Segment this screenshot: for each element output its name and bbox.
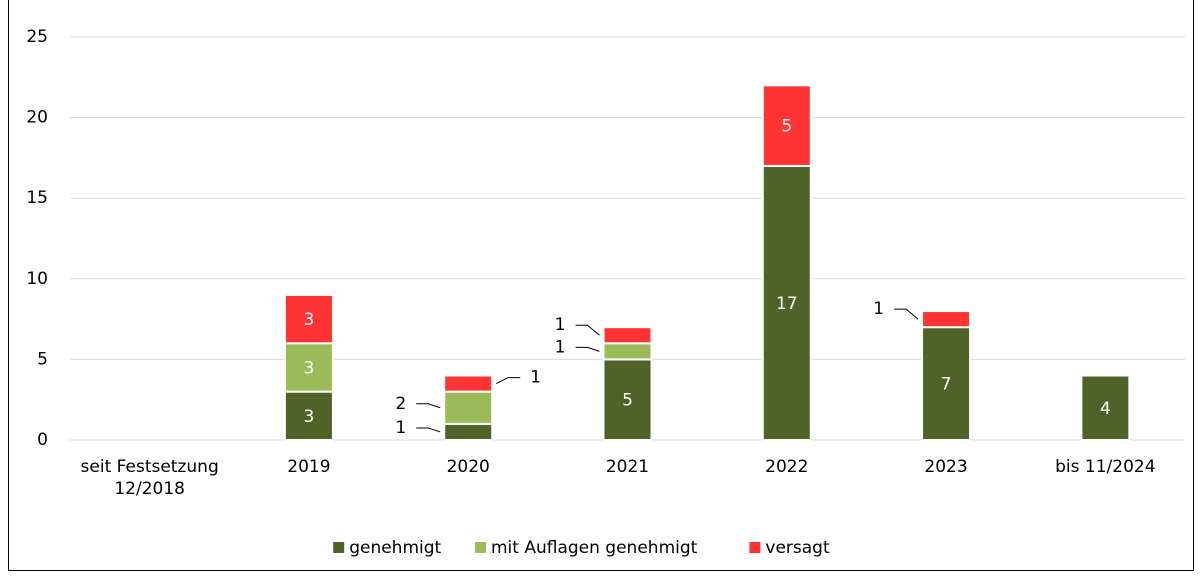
y-tick-label: 0 [37,430,48,450]
x-tick-label: 2019 [287,457,331,477]
data-label: 1 [555,315,566,335]
data-label: 1 [530,368,541,388]
x-tick-label: 2021 [605,457,650,477]
data-label: 3 [304,407,315,427]
leader-line [416,403,441,409]
x-tick-label: bis 11/2024 [1055,457,1156,477]
bar-segment [443,374,494,393]
bar-segment [602,342,653,361]
bar-segment [602,358,653,441]
leader-line [575,324,600,336]
y-tick-label: 10 [26,269,48,289]
y-tick-label: 20 [26,108,48,128]
legend-label: mit Auflagen genehmigt [491,538,698,558]
data-label: 17 [776,294,798,314]
y-tick-label: 5 [37,349,48,369]
bar-segment [761,164,812,442]
data-label: 3 [304,358,315,378]
bar-segment [921,310,972,329]
x-tick-label: 2022 [765,457,809,477]
bar-segment [921,326,972,441]
leader-line [575,346,600,352]
bar-segment [602,326,653,345]
bar-segment [1080,374,1131,441]
bar-segment [443,390,494,425]
data-label: 1 [873,299,884,319]
data-label: 1 [395,418,406,438]
leader-line [416,427,441,433]
data-label: 3 [304,310,315,330]
chart-frame [8,0,1194,571]
leader-line [495,377,521,385]
y-tick-label: 25 [26,27,48,47]
data-label: 5 [622,391,633,411]
legend-label: versagt [765,538,830,558]
data-label: 5 [781,117,792,137]
x-tick-label: 2020 [446,457,490,477]
y-tick-label: 15 [26,188,48,208]
legend-label: genehmigt [349,538,441,558]
legend-swatch [333,542,345,553]
x-tick-label: 2023 [924,457,968,477]
bar-segment [761,84,812,167]
x-tick-label: seit Festsetzung 12/2018 [80,457,219,499]
leader-line [894,308,919,320]
data-label: 2 [395,394,406,414]
bar-segment [283,293,334,345]
legend-swatch [475,542,486,553]
data-label: 4 [1100,399,1111,419]
data-label: 1 [555,337,566,357]
data-label: 7 [941,375,952,395]
legend-swatch [749,542,761,553]
bar-segment [443,422,494,442]
